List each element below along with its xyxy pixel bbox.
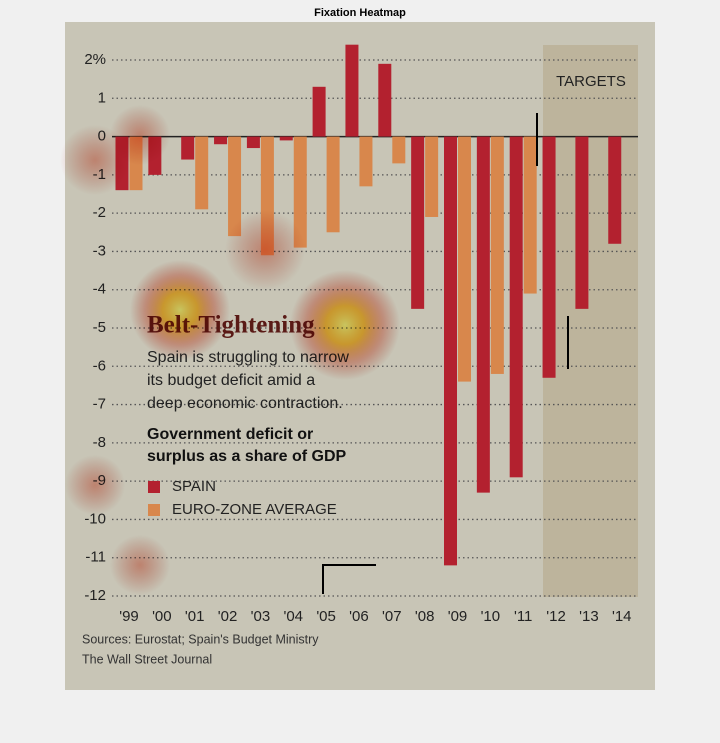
description-line: Government deficit or xyxy=(147,426,313,443)
y-tick-label: -8 xyxy=(93,434,106,451)
legend-swatch xyxy=(148,481,160,493)
scanpath xyxy=(322,113,569,594)
x-tick-label: '00 xyxy=(152,608,172,625)
bar xyxy=(542,136,556,378)
x-tick-label: '09 xyxy=(448,608,468,625)
source-line: The Wall Street Journal xyxy=(82,652,212,666)
x-tick-label: '08 xyxy=(415,608,435,625)
description-line: surplus as a share of GDP xyxy=(147,448,347,465)
bar xyxy=(181,136,195,160)
heat-blob xyxy=(225,210,305,290)
x-tick-label: '10 xyxy=(481,608,501,625)
heat-blob xyxy=(110,105,170,165)
y-tick-label: -3 xyxy=(93,242,106,259)
bar xyxy=(509,136,523,478)
bar xyxy=(312,86,326,137)
bar xyxy=(195,136,209,210)
x-tick-label: '02 xyxy=(218,608,238,625)
bar xyxy=(293,136,307,248)
bar xyxy=(458,136,471,382)
y-tick-label: -7 xyxy=(93,396,106,413)
y-tick-label: -4 xyxy=(93,281,106,298)
x-tick-label: '13 xyxy=(579,608,599,625)
bar xyxy=(359,136,373,187)
bar xyxy=(476,136,490,493)
x-tick-label: '05 xyxy=(316,608,336,625)
heat-blob xyxy=(110,535,170,595)
bar xyxy=(523,136,537,294)
y-tick-label: 1 xyxy=(98,89,106,106)
heat-blob xyxy=(290,270,400,380)
heatmap xyxy=(60,105,400,595)
bar xyxy=(425,136,439,217)
y-tick-label: -5 xyxy=(93,319,106,336)
x-tick-label: '06 xyxy=(349,608,369,625)
bar xyxy=(411,136,425,309)
x-tick-label: '03 xyxy=(251,608,271,625)
x-tick-label: '01 xyxy=(185,608,205,625)
bar xyxy=(444,136,457,566)
bar xyxy=(490,136,504,374)
annotation: TARGETS xyxy=(556,73,626,90)
bar xyxy=(228,136,242,237)
figure-title: Fixation Heatmap xyxy=(314,7,406,19)
bar xyxy=(246,136,260,149)
targets-region xyxy=(543,45,638,597)
y-tick-label: -10 xyxy=(84,510,106,527)
subtitle-line: its budget deficit amid a xyxy=(147,372,315,389)
description: Government deficit or surplus as a share… xyxy=(147,426,347,465)
scanpath-segment xyxy=(322,564,376,594)
legend-label: SPAIN xyxy=(172,478,216,495)
x-tick-label: '07 xyxy=(382,608,402,625)
bar xyxy=(575,136,589,309)
y-tick-label: -11 xyxy=(85,549,106,566)
heat-blob xyxy=(65,455,125,515)
bar xyxy=(608,136,622,244)
bar xyxy=(392,136,406,164)
x-tick-label: '04 xyxy=(283,608,303,625)
legend-swatch xyxy=(148,504,160,516)
bar xyxy=(214,136,228,145)
bar xyxy=(279,136,293,141)
legend-label: EURO-ZONE AVERAGE xyxy=(172,501,337,518)
sources: Sources: Eurostat; Spain's Budget Minist… xyxy=(82,632,319,666)
y-tick-label: -12 xyxy=(84,587,106,604)
source-line: Sources: Eurostat; Spain's Budget Minist… xyxy=(82,632,319,646)
bar xyxy=(345,44,359,137)
y-tick-label: -2 xyxy=(93,204,106,221)
x-tick-label: '11 xyxy=(514,608,532,625)
y-tick-label: 2% xyxy=(84,51,106,68)
bar xyxy=(378,63,392,137)
y-tick-label: -6 xyxy=(93,357,106,374)
x-tick-label: '12 xyxy=(546,608,566,625)
subtitle-line: deep economic contraction. xyxy=(147,395,343,412)
x-tick-label: '99 xyxy=(119,608,139,625)
heat-blob xyxy=(130,260,230,360)
bar xyxy=(326,136,340,233)
x-tick-label: '14 xyxy=(612,608,632,625)
legend: SPAIN EURO-ZONE AVERAGE xyxy=(148,478,337,518)
